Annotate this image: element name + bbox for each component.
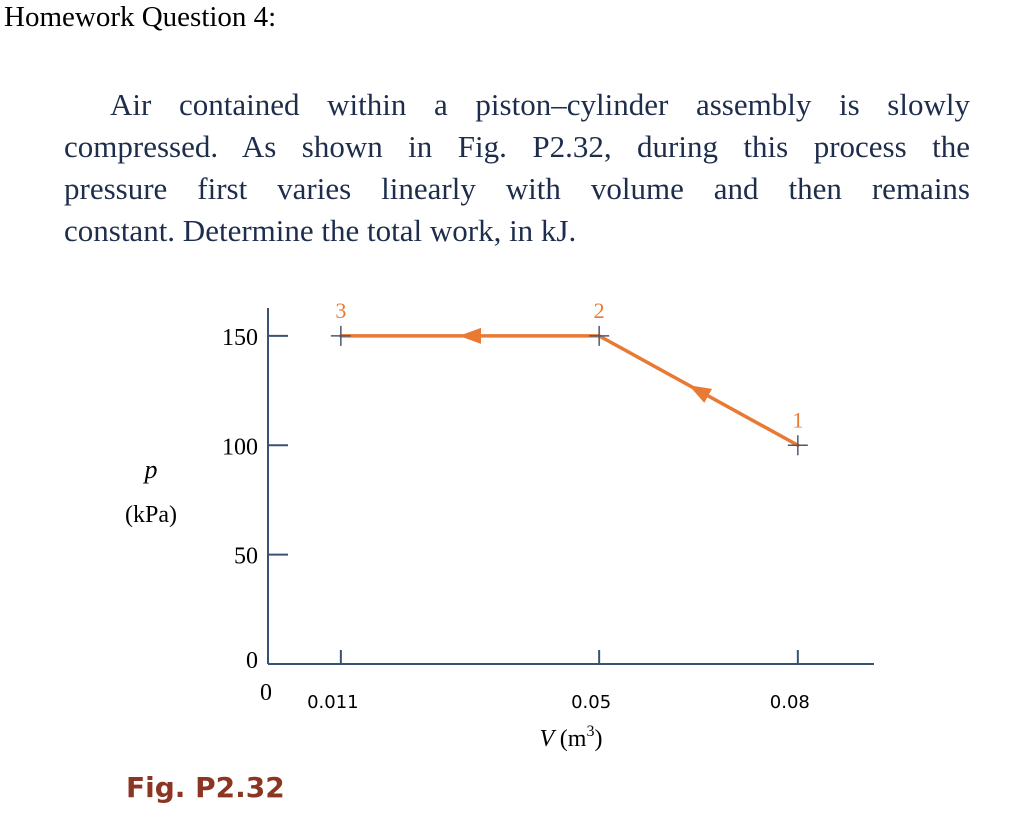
problem-line: compressed. As shown in Fig. P2.32, duri… [64, 129, 970, 164]
state-label: 2 [594, 298, 605, 323]
x-origin-label: 0 [260, 680, 272, 706]
y-ticks: 0 50 100 150 [222, 325, 288, 674]
problem-line: constant. Determine the total work, in k… [64, 213, 577, 248]
axis-labels: p (kPa) V (m3) 0 [125, 455, 602, 752]
figure-caption: Fig. P2.32 [126, 771, 285, 804]
problem-line: pressure first varies linearly with volu… [64, 171, 970, 206]
x-tick-label: 0.011 [307, 692, 359, 713]
x-ticks: 0.011 0.05 0.08 [307, 650, 810, 713]
y-tick-label: 50 [234, 544, 258, 570]
state-label: 3 [335, 298, 346, 323]
axes [267, 308, 874, 665]
problem-statement: Air contained within a piston–cylinder a… [64, 84, 970, 252]
process-path: 1 2 3 [330, 298, 808, 456]
y-tick-label: 100 [222, 434, 258, 460]
x-tick-label: 0.05 [571, 692, 611, 713]
problem-line: Air contained within a piston–cylinder a… [110, 87, 970, 122]
direction-arrow [688, 385, 712, 403]
y-tick-label: 0 [246, 648, 258, 674]
y-tick-label: 150 [222, 325, 258, 351]
x-axis-label: V (m3) [540, 723, 603, 752]
y-axis-label: p [143, 455, 158, 484]
homework-title: Homework Question 4: [4, 1, 277, 33]
y-axis-unit-label: (kPa) [125, 502, 177, 528]
x-tick-label: 0.08 [770, 692, 810, 713]
direction-arrow [459, 327, 481, 344]
state-label: 1 [792, 407, 803, 432]
